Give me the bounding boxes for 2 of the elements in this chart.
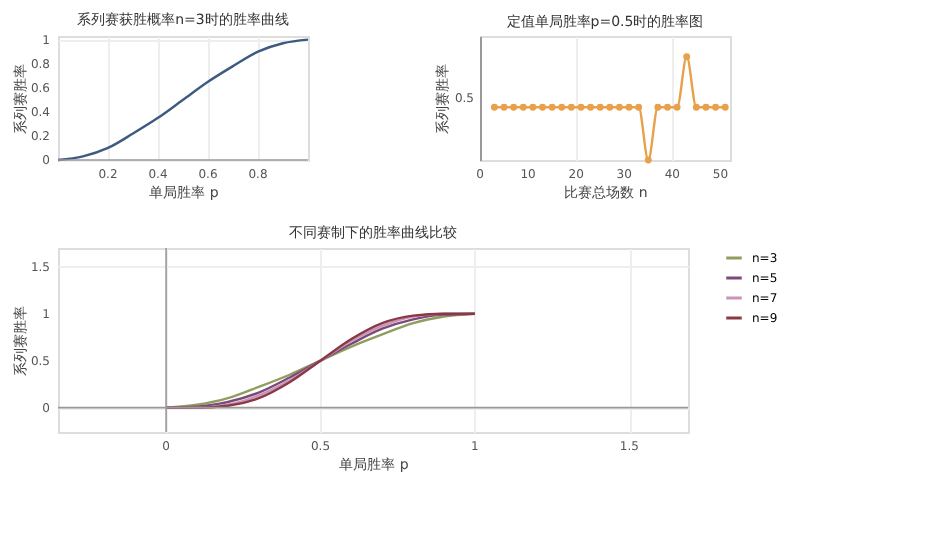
line-series <box>56 38 310 162</box>
line-series <box>164 312 477 409</box>
